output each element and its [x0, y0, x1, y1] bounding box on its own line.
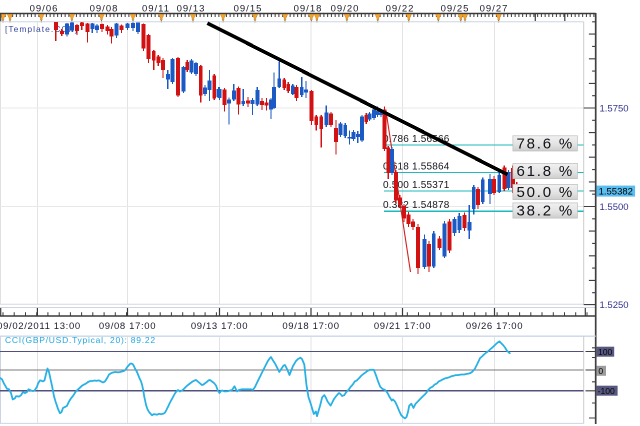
svg-text:50.0 %: 50.0 % — [517, 184, 575, 201]
svg-text:0.786 1.56566: 0.786 1.56566 — [383, 134, 450, 145]
svg-text:1.5500: 1.5500 — [600, 202, 629, 213]
svg-text:[Template.CCIi]: [Template.CCIi] — [5, 24, 78, 34]
svg-text:09/08 17:00: 09/08 17:00 — [99, 321, 156, 332]
svg-text:09/21 17:00: 09/21 17:00 — [374, 321, 431, 332]
svg-text:09/11: 09/11 — [142, 3, 170, 14]
svg-text:09/13: 09/13 — [177, 3, 206, 14]
svg-text:09/13 17:00: 09/13 17:00 — [191, 321, 248, 332]
svg-text:CCI(GBP/USD.Typical, 20): 89.2: CCI(GBP/USD.Typical, 20): 89.22 — [5, 335, 156, 345]
svg-text:1.5250: 1.5250 — [600, 300, 629, 311]
svg-text:09/25: 09/25 — [441, 3, 470, 14]
svg-text:09/15: 09/15 — [234, 3, 263, 14]
svg-text:09/27: 09/27 — [480, 3, 509, 14]
svg-text:09/22: 09/22 — [386, 3, 415, 14]
svg-text:38.2 %: 38.2 % — [517, 203, 575, 220]
svg-text:78.6 %: 78.6 % — [517, 135, 575, 152]
svg-text:09/02/2011 13:00: 09/02/2011 13:00 — [0, 321, 81, 332]
svg-text:09/26 17:00: 09/26 17:00 — [466, 321, 523, 332]
svg-text:09/18 17:00: 09/18 17:00 — [282, 321, 339, 332]
svg-text:61.8 %: 61.8 % — [517, 163, 575, 180]
svg-text:-100: -100 — [598, 386, 615, 396]
svg-text:0.618 1.55864: 0.618 1.55864 — [383, 161, 450, 172]
svg-text:09/06: 09/06 — [30, 3, 59, 14]
svg-text:09/08: 09/08 — [90, 3, 119, 14]
svg-text:100: 100 — [598, 347, 613, 357]
svg-text:0.382 1.54878: 0.382 1.54878 — [383, 200, 450, 211]
svg-text:0.500 1.55371: 0.500 1.55371 — [383, 180, 450, 191]
svg-text:09/20: 09/20 — [331, 3, 360, 14]
svg-text:0: 0 — [598, 366, 603, 376]
svg-text:1.5750: 1.5750 — [600, 103, 629, 114]
svg-text:1.55382: 1.55382 — [599, 186, 633, 197]
svg-text:09/18: 09/18 — [294, 3, 323, 14]
